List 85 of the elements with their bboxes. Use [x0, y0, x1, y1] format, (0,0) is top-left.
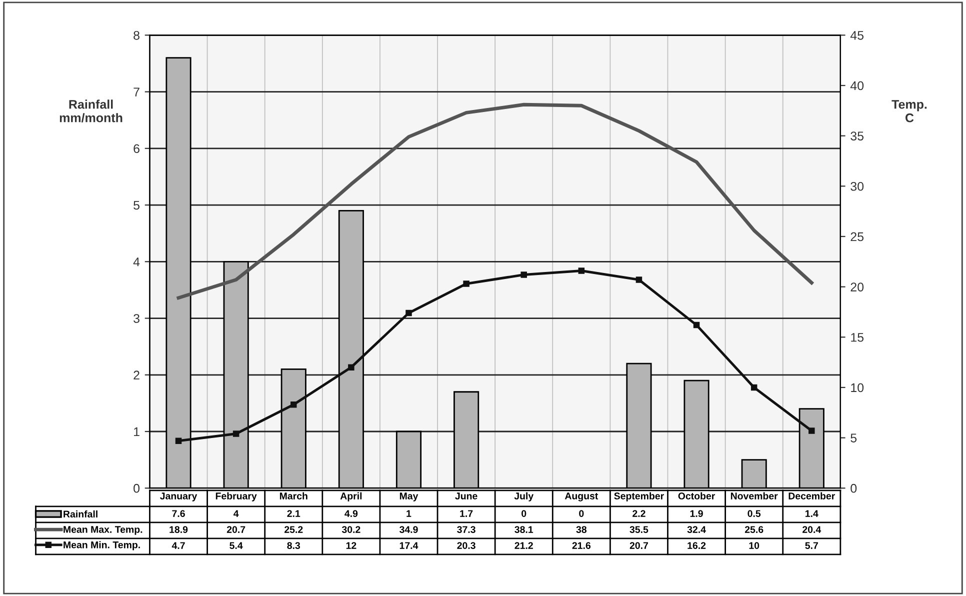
data-label: 21.6 — [572, 542, 591, 549]
y2-tick-label: 10 — [851, 383, 864, 392]
data-label: 30.2 — [342, 526, 360, 534]
data-label: 34.9 — [400, 526, 418, 534]
x-tick-label: October — [678, 492, 716, 500]
y2-tick-label: 5 — [850, 434, 857, 442]
data-label: 2.2 — [632, 510, 646, 517]
data-label: 4.9 — [344, 510, 358, 517]
y2-tick-label: 35 — [850, 132, 864, 140]
data-label: 0 — [579, 510, 584, 517]
data-label: 21.2 — [514, 542, 533, 549]
y2-tick-label: 45 — [850, 31, 864, 40]
point — [750, 384, 758, 391]
point — [520, 272, 527, 278]
data-label: 1.4 — [805, 510, 818, 517]
data-label: 16.2 — [688, 542, 706, 549]
y-axis-title: Rainfall mm/month — [60, 100, 122, 122]
y2-tick-label: 15 — [851, 333, 864, 342]
point — [406, 310, 412, 316]
legend-label: Rainfall — [64, 510, 98, 518]
data-label: 20.3 — [457, 542, 476, 550]
x-tick-label: May — [400, 492, 418, 502]
data-label: 38.1 — [514, 526, 534, 534]
y-tick-label: 5 — [134, 200, 140, 210]
data-label: 20.7 — [226, 526, 246, 533]
data-label: 0.5 — [748, 510, 761, 517]
data-label: 5.7 — [805, 542, 818, 549]
x-tick-label: September — [614, 492, 664, 502]
data-label: 18.9 — [170, 526, 188, 533]
y-tick-label: 2 — [134, 370, 140, 380]
data-label: 1.9 — [690, 510, 703, 517]
y2-axis-title: Temp. C — [892, 100, 927, 122]
x-tick-label: April — [340, 492, 362, 502]
point — [578, 268, 585, 274]
legend-label: Mean Min. Temp. — [64, 541, 140, 550]
y-tick-label: 7 — [134, 88, 140, 96]
data-label: 4.7 — [172, 542, 185, 549]
x-tick-label: March — [280, 492, 308, 500]
y2-tick-label: 0 — [850, 484, 857, 493]
y-tick-label: 6 — [134, 144, 140, 154]
data-label: 4 — [234, 510, 239, 517]
y2-tick-label: 30 — [850, 182, 864, 191]
data-label: 0 — [522, 510, 526, 517]
data-label: 20.7 — [630, 542, 648, 549]
data-label: 12 — [346, 542, 356, 549]
data-label: 8.3 — [287, 542, 300, 550]
x-tick-label: December — [788, 492, 836, 500]
line-series — [176, 102, 814, 300]
x-tick-label: August — [564, 492, 598, 502]
y-tick-label: 0 — [134, 484, 140, 493]
x-tick-label: July — [514, 492, 534, 502]
data-label: 38 — [576, 526, 587, 534]
legend-label: Mean Max. Temp. — [64, 526, 142, 535]
y-tick-label: 8 — [134, 30, 140, 40]
data-label: 7.6 — [172, 510, 185, 517]
point — [232, 430, 240, 437]
point — [175, 438, 182, 444]
point — [348, 364, 354, 370]
point — [463, 280, 470, 287]
x-tick-label: February — [216, 492, 257, 502]
data-label: 32.4 — [687, 526, 706, 534]
x-tick-label: January — [160, 492, 198, 502]
y-tick-label: 1 — [134, 427, 140, 436]
data-label: 1 — [406, 510, 412, 517]
data-label: 2.1 — [287, 510, 300, 517]
data-label: 10 — [749, 542, 760, 549]
point — [290, 401, 297, 408]
y-tick-label: 3 — [134, 314, 140, 323]
data-label: 35.5 — [630, 526, 648, 534]
data-label: 37.3 — [457, 526, 476, 534]
data-label: 17.4 — [400, 542, 418, 549]
point — [636, 276, 642, 283]
x-tick-label: June — [455, 492, 478, 500]
y2-tick-label: 20 — [850, 282, 864, 292]
y2-tick-label: 40 — [850, 81, 864, 90]
y-tick-label: 4 — [133, 258, 140, 266]
data-label: 25.2 — [284, 526, 303, 533]
x-tick-label: November — [730, 492, 778, 500]
data-label: 25.6 — [744, 526, 764, 533]
data-label: 1.7 — [460, 510, 473, 517]
data-label: 5.4 — [230, 542, 243, 549]
data-label: 20.4 — [802, 526, 822, 533]
y2-tick-label: 25 — [850, 232, 864, 242]
point — [693, 322, 700, 328]
point — [808, 428, 815, 434]
